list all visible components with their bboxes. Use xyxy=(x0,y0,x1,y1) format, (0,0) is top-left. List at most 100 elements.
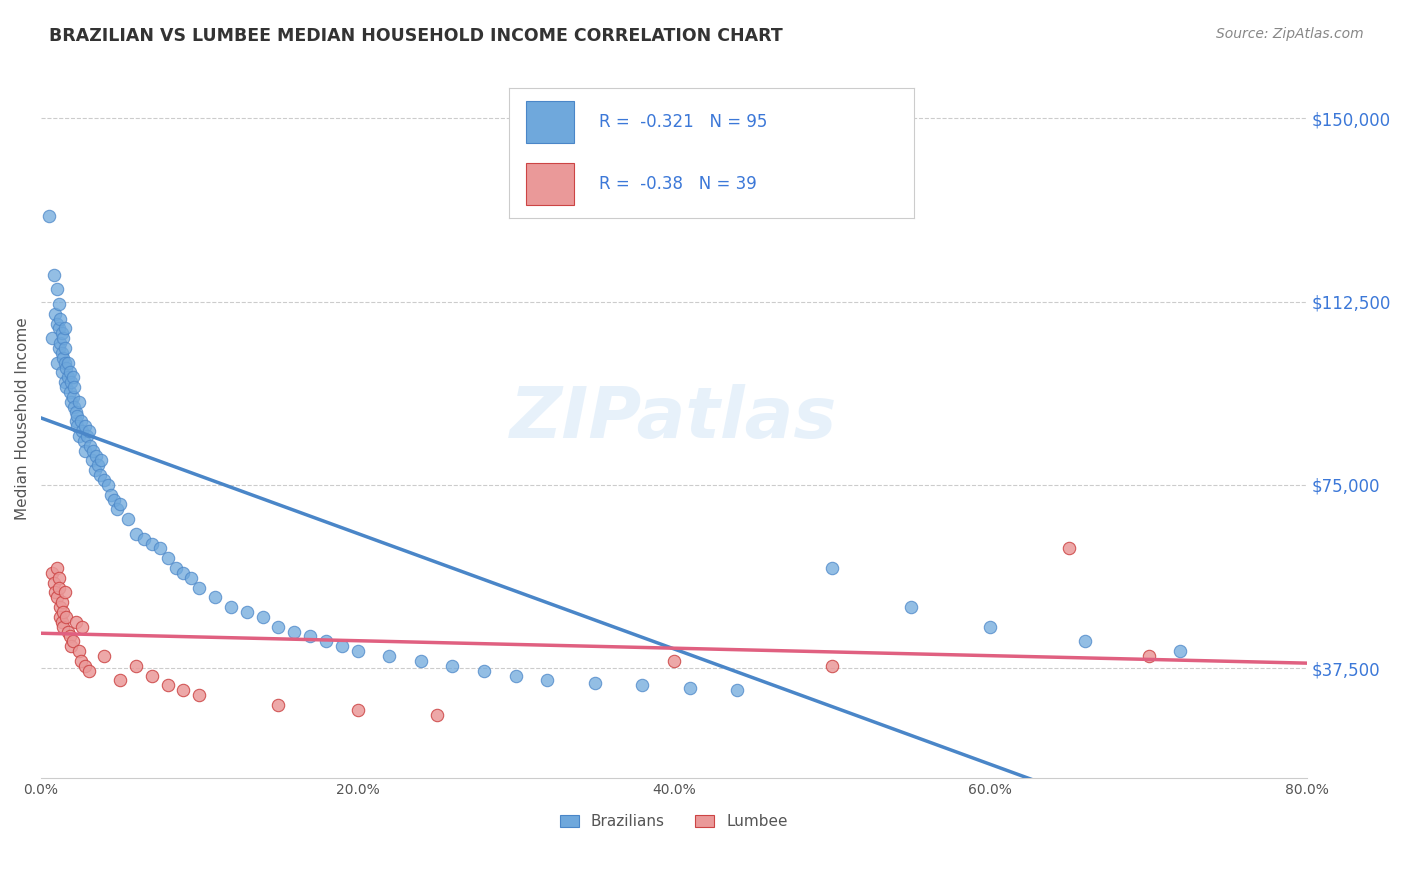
Point xyxy=(505,668,527,682)
Point xyxy=(631,678,654,692)
Point xyxy=(63,380,86,394)
Point xyxy=(48,321,70,335)
Text: BRAZILIAN VS LUMBEE MEDIAN HOUSEHOLD INCOME CORRELATION CHART: BRAZILIAN VS LUMBEE MEDIAN HOUSEHOLD INC… xyxy=(49,27,783,45)
Point xyxy=(63,400,86,414)
Point xyxy=(49,610,72,624)
Point xyxy=(51,615,73,629)
Point xyxy=(149,541,172,556)
Point xyxy=(56,370,79,384)
Point xyxy=(236,605,259,619)
Point xyxy=(60,394,83,409)
Point xyxy=(56,624,79,639)
Point xyxy=(45,317,67,331)
Point xyxy=(60,376,83,390)
Point xyxy=(267,620,290,634)
Point xyxy=(48,581,70,595)
Point xyxy=(165,561,187,575)
Point xyxy=(56,356,79,370)
Point xyxy=(44,585,66,599)
Point xyxy=(77,664,100,678)
Point xyxy=(1074,634,1097,648)
Point xyxy=(283,624,305,639)
Point xyxy=(110,498,132,512)
Point xyxy=(51,366,73,380)
Point xyxy=(77,424,100,438)
Y-axis label: Median Household Income: Median Household Income xyxy=(15,318,30,520)
Point xyxy=(103,492,125,507)
Point xyxy=(346,644,368,658)
Point xyxy=(378,648,401,663)
Point xyxy=(45,561,67,575)
Point xyxy=(76,429,98,443)
Point xyxy=(52,605,75,619)
Point xyxy=(662,654,685,668)
Point xyxy=(60,639,83,653)
Point xyxy=(100,488,122,502)
Point xyxy=(219,600,242,615)
Point xyxy=(1059,541,1081,556)
Point xyxy=(87,458,110,473)
Point xyxy=(42,575,65,590)
Point xyxy=(188,581,211,595)
Point xyxy=(53,321,76,335)
Point xyxy=(330,639,353,653)
Point xyxy=(51,346,73,360)
Point xyxy=(472,664,495,678)
Point xyxy=(55,380,77,394)
Point xyxy=(117,512,139,526)
Point xyxy=(1137,648,1160,663)
Point xyxy=(51,595,73,609)
Point xyxy=(52,620,75,634)
Point xyxy=(67,394,90,409)
Point xyxy=(62,370,84,384)
Point xyxy=(441,658,464,673)
Point xyxy=(105,502,128,516)
Point xyxy=(66,409,89,424)
Point xyxy=(45,356,67,370)
Point xyxy=(48,571,70,585)
Point xyxy=(58,366,80,380)
Point xyxy=(45,282,67,296)
Point xyxy=(45,591,67,605)
Point xyxy=(180,571,202,585)
Point xyxy=(83,463,105,477)
Point xyxy=(156,678,179,692)
Point xyxy=(53,585,76,599)
Point xyxy=(583,676,606,690)
Point xyxy=(49,600,72,615)
Text: ZIPatlas: ZIPatlas xyxy=(510,384,838,453)
Point xyxy=(173,683,195,698)
Point xyxy=(75,419,97,434)
Point xyxy=(110,673,132,688)
Point xyxy=(65,404,87,418)
Point xyxy=(821,561,844,575)
Point xyxy=(173,566,195,580)
Point xyxy=(89,468,111,483)
Point xyxy=(409,654,432,668)
Point xyxy=(65,615,87,629)
Point xyxy=(679,681,702,695)
Point xyxy=(125,658,148,673)
Point xyxy=(53,356,76,370)
Point xyxy=(125,526,148,541)
Point xyxy=(41,331,63,345)
Point xyxy=(73,434,96,448)
Point xyxy=(426,707,449,722)
Point xyxy=(141,668,163,682)
Point xyxy=(315,634,337,648)
Point xyxy=(51,326,73,341)
Point xyxy=(536,673,558,688)
Point xyxy=(62,634,84,648)
Point xyxy=(141,536,163,550)
Point xyxy=(52,351,75,365)
Point xyxy=(55,610,77,624)
Point xyxy=(67,429,90,443)
Point xyxy=(346,703,368,717)
Point xyxy=(96,478,118,492)
Point xyxy=(69,414,91,428)
Point xyxy=(70,620,93,634)
Point xyxy=(38,209,60,223)
Point xyxy=(79,439,101,453)
Text: Source: ZipAtlas.com: Source: ZipAtlas.com xyxy=(1216,27,1364,41)
Point xyxy=(82,443,104,458)
